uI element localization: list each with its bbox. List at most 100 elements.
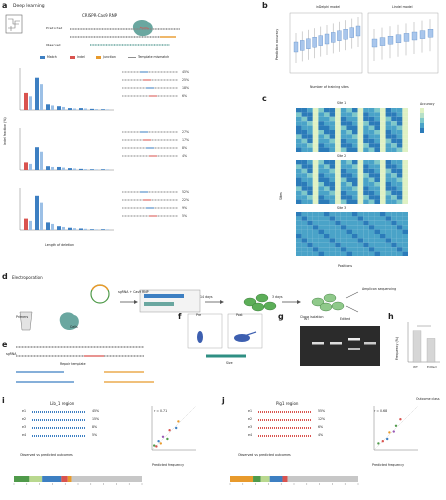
c-cell (402, 147, 408, 152)
c-cell (335, 147, 341, 152)
c-cell (346, 247, 352, 252)
c-cell (301, 147, 308, 152)
c-cell (385, 234, 392, 239)
c-cell (363, 225, 369, 230)
row-label: e1 (22, 409, 26, 413)
c-cell (363, 220, 369, 226)
c-cell (402, 173, 408, 178)
c-cell (296, 251, 302, 256)
scatter-point (381, 440, 384, 443)
c-cell (357, 234, 364, 239)
c-cell (368, 130, 375, 135)
c-cell (318, 186, 324, 191)
c-cell (385, 220, 392, 226)
d-workflow (19, 284, 359, 331)
c-cell (346, 116, 352, 122)
c-cell (324, 195, 330, 200)
g-label-1: Edited (340, 317, 351, 321)
c-cell (374, 173, 380, 178)
c-cell (374, 108, 380, 113)
c-cell (324, 125, 330, 130)
c-cell (391, 199, 397, 204)
c-cell (346, 138, 352, 144)
c-cell (374, 242, 380, 248)
c-cell (340, 251, 347, 256)
c-cell (352, 173, 358, 178)
row-pct: 5% (92, 433, 98, 437)
c-cell (402, 108, 408, 113)
c-cell (352, 195, 358, 200)
c-cell (301, 234, 308, 239)
c-cell (307, 168, 313, 174)
c-cell (385, 116, 392, 122)
c-cell (307, 160, 313, 165)
c-cell (352, 112, 358, 117)
c-cell (374, 134, 380, 139)
c-cell (391, 225, 397, 230)
a-hist-bar-pred (51, 223, 54, 230)
c-cell (380, 225, 386, 230)
c-cell (318, 164, 324, 169)
c-cell (312, 168, 319, 174)
c-cell (335, 234, 341, 239)
c-title-1: Site 1 (337, 101, 347, 105)
c-cell (340, 182, 347, 187)
c-cell (380, 229, 386, 234)
c-cell (324, 160, 330, 165)
c-cell (335, 138, 341, 144)
d-step-4: 3 days (272, 295, 283, 299)
row-label: e1 (248, 409, 252, 413)
c-cell (380, 125, 386, 130)
c-cell (396, 134, 403, 139)
c-cell (357, 125, 364, 130)
c-cell (307, 199, 313, 204)
c-cell (368, 199, 375, 204)
c-cell (312, 173, 319, 178)
panel-d-label: d (2, 272, 8, 281)
e-label-0: sgRNA (6, 352, 17, 356)
c-cell (368, 143, 375, 148)
c-cell (357, 199, 364, 204)
c-cell (346, 164, 352, 169)
c-cell (396, 199, 403, 204)
c-cell (380, 108, 386, 113)
c-cell (307, 130, 313, 135)
c-cell (391, 134, 397, 139)
a-hist-bar (68, 227, 72, 230)
f-label-pre: Pre (196, 313, 202, 317)
c-cell (396, 242, 403, 248)
c-cell (402, 242, 408, 248)
f-flow-plots (187, 313, 263, 358)
b-box (318, 35, 323, 46)
c-cell (357, 251, 364, 256)
c-cell (301, 199, 308, 204)
c-cell (368, 216, 375, 221)
a-hist-bar-pred (40, 151, 43, 170)
c-cell (357, 134, 364, 139)
a-align-pct: 6% (182, 94, 187, 98)
c-cell (391, 186, 397, 191)
c-cell (352, 116, 358, 122)
c-cell (374, 177, 380, 182)
c-title-3: Site 3 (337, 206, 347, 210)
c-cell (340, 130, 347, 135)
c-cell (329, 160, 336, 165)
c-cell (312, 216, 319, 221)
c-cell (368, 242, 375, 248)
c-cell (340, 212, 347, 217)
c-cell (346, 190, 352, 196)
c-cell (301, 238, 308, 243)
c-cell (396, 212, 403, 217)
c-cell (374, 143, 380, 148)
b-box (379, 37, 386, 46)
c-cell (368, 138, 375, 144)
c-cell (329, 130, 336, 135)
a-hist-bar (24, 92, 28, 110)
c-cell (324, 121, 330, 126)
b-box (355, 25, 361, 37)
c-cell (396, 112, 403, 117)
c-cell (374, 190, 380, 196)
c-cell (307, 125, 313, 130)
c-cell (329, 108, 336, 113)
scatter-point (159, 442, 162, 445)
